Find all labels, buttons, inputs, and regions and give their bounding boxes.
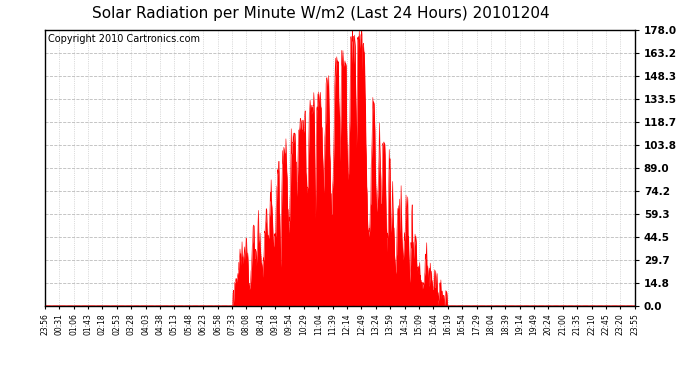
Text: Solar Radiation per Minute W/m2 (Last 24 Hours) 20101204: Solar Radiation per Minute W/m2 (Last 24… <box>92 6 550 21</box>
Text: Copyright 2010 Cartronics.com: Copyright 2010 Cartronics.com <box>48 34 200 44</box>
